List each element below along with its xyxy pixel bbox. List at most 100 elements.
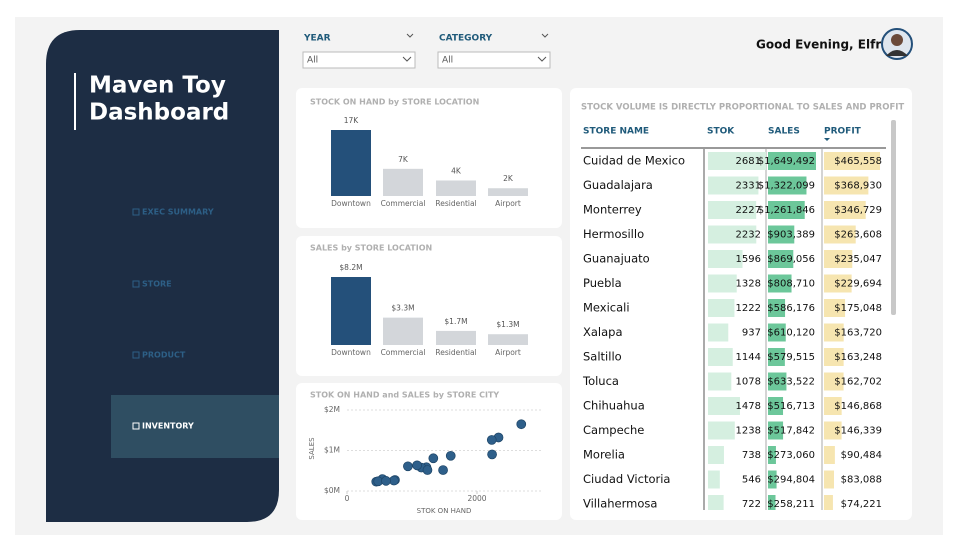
point	[516, 419, 527, 430]
cell: $163,248	[834, 352, 882, 363]
chevron	[406, 33, 414, 38]
dropdown[interactable]	[302, 51, 416, 69]
cell: Morelia	[583, 448, 625, 462]
cell: 2331	[736, 181, 761, 192]
point	[486, 435, 497, 445]
cell: 722	[742, 499, 761, 510]
y-axis-label: SALES	[308, 437, 316, 460]
y-tick-label: $2M	[324, 405, 340, 414]
bar	[383, 168, 423, 196]
cell: Villahermosa	[583, 497, 657, 511]
cell: 1478	[736, 401, 761, 412]
cell: 546	[742, 475, 761, 486]
filter-label: CATEGORY	[439, 34, 493, 44]
column-header[interactable]: STOK	[707, 127, 735, 137]
nav-item[interactable]: EXEC SUMMARY	[142, 208, 214, 217]
data-bar	[708, 397, 740, 415]
x-tick-label: 2000	[467, 494, 486, 503]
scrollbar[interactable]	[891, 120, 896, 315]
data-label: $8.2M	[339, 263, 362, 272]
column-header[interactable]: PROFIT	[824, 127, 862, 137]
data-bar	[768, 250, 794, 268]
point	[428, 453, 439, 464]
cell: 1596	[736, 254, 761, 265]
cell: $294,804	[767, 475, 815, 486]
nav-highlight	[111, 395, 279, 458]
data-bar	[708, 372, 732, 391]
point	[422, 465, 433, 475]
data-bar	[824, 299, 846, 317]
bar	[488, 334, 528, 345]
data-bar	[824, 495, 833, 510]
point	[438, 465, 448, 475]
nav-item[interactable]: INVENTORY	[142, 422, 194, 431]
cell: 2681	[736, 156, 761, 167]
data-label: $1.7M	[444, 317, 467, 326]
cell: $163,720	[834, 328, 882, 339]
cell: Campeche	[583, 423, 644, 437]
cell: $1,322,099	[758, 181, 815, 192]
cell: $903,389	[767, 230, 815, 241]
dropdown[interactable]	[437, 51, 551, 69]
dropdown-value: All	[307, 56, 318, 66]
cell: $368,930	[834, 181, 882, 192]
point	[403, 461, 413, 472]
data-bar	[708, 446, 724, 464]
cell: 937	[742, 328, 761, 339]
x-axis-label: STOK ON HAND	[417, 507, 472, 515]
point	[445, 450, 456, 461]
data-bar	[768, 372, 787, 391]
cell: $162,702	[834, 377, 882, 388]
data-bar	[824, 372, 844, 391]
nav-icon	[132, 422, 140, 430]
cell: $83,088	[841, 475, 882, 486]
data-bar	[824, 446, 835, 464]
nav-item[interactable]: PRODUCT	[142, 351, 186, 360]
data-bar	[768, 323, 786, 342]
nav-icon	[132, 208, 140, 216]
x-tick-label: Downtown	[331, 199, 371, 208]
data-bar	[708, 421, 735, 440]
data-bar	[708, 250, 743, 268]
data-bar	[824, 274, 852, 293]
data-bar	[768, 274, 792, 293]
column-header[interactable]: STORE NAME	[583, 127, 649, 137]
data-bar	[824, 201, 866, 219]
cell: $516,713	[767, 401, 815, 412]
nav-icon	[132, 351, 140, 359]
cell: Guadalajara	[583, 178, 653, 192]
cell: Xalapa	[583, 325, 623, 339]
cell: Cuidad de Mexico	[583, 154, 685, 168]
avatar-head	[891, 34, 903, 46]
chevron	[402, 56, 412, 62]
point	[487, 449, 497, 460]
bar	[331, 130, 371, 196]
cell: Monterrey	[583, 203, 642, 217]
cell: $1,649,492	[758, 156, 815, 167]
bar	[436, 330, 476, 345]
data-bar	[768, 152, 816, 170]
nav-icon	[132, 280, 140, 288]
y-tick-label: $0M	[324, 486, 340, 495]
cell: Hermosillo	[583, 227, 644, 241]
cell: $869,056	[767, 254, 815, 265]
cell: $346,729	[834, 205, 882, 216]
data-bar	[824, 250, 853, 268]
cell: 2232	[736, 230, 761, 241]
cell: $90,484	[841, 450, 882, 461]
data-bar	[768, 348, 785, 366]
data-bar	[708, 323, 729, 342]
chart-title: SALES by STORE LOCATION	[310, 244, 432, 253]
x-tick-label: Downtown	[331, 348, 371, 357]
data-bar	[768, 201, 805, 219]
x-tick-label: Residential	[435, 199, 476, 208]
nav-item[interactable]: STORE	[142, 280, 172, 289]
data-bar	[824, 421, 842, 440]
data-bar	[824, 176, 869, 195]
bar	[331, 277, 371, 345]
cell: $610,120	[767, 328, 815, 339]
cell: $633,522	[767, 377, 815, 388]
column-header[interactable]: SALES	[768, 127, 800, 137]
